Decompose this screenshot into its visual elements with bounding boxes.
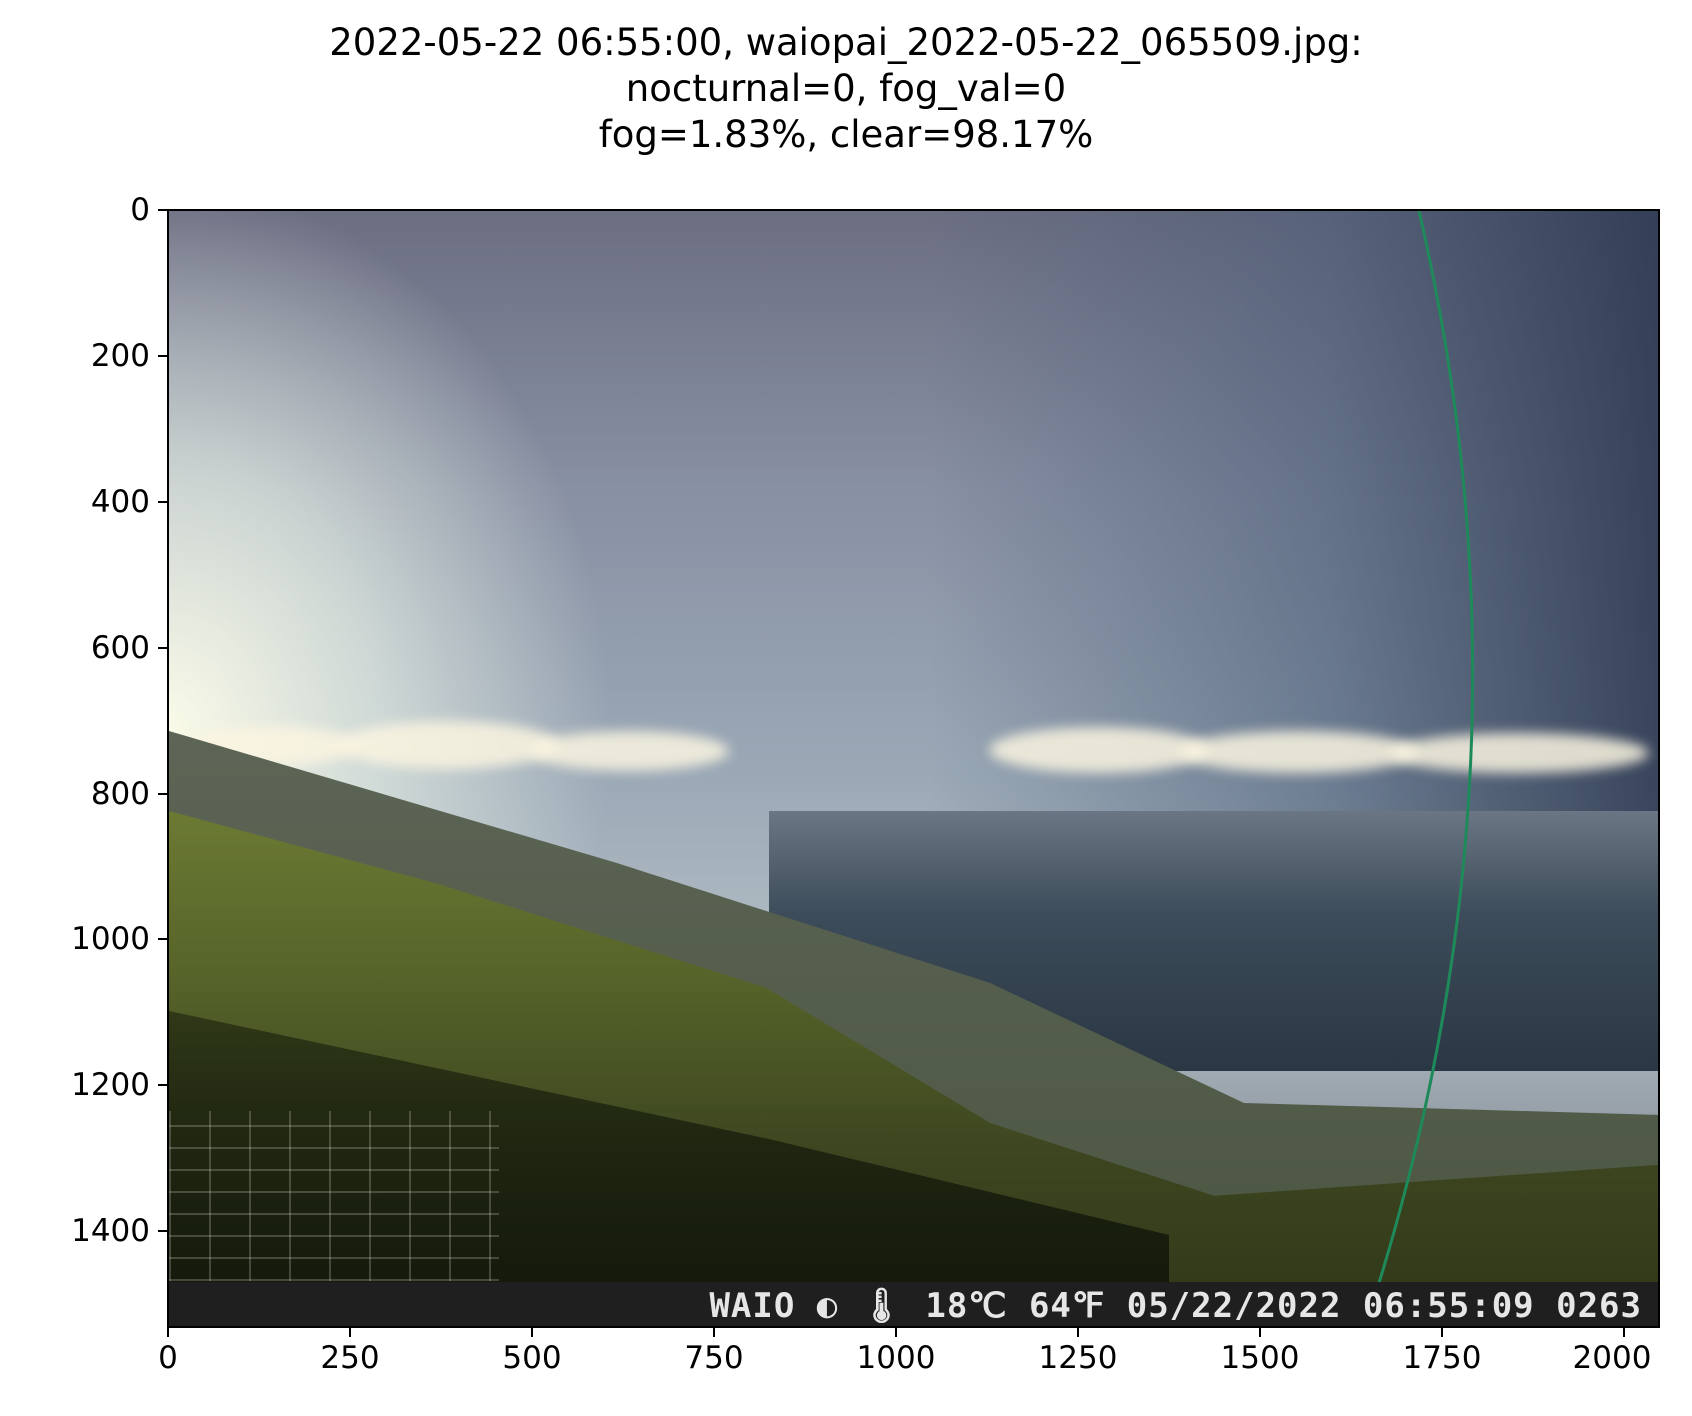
x-tick-label: 250 (320, 1340, 380, 1376)
x-tick-label: 1250 (1038, 1340, 1118, 1376)
image-axes: WAIO ◐ 🌡 18℃ 64℉ 05/22/2022 06:55:09 026… (167, 209, 1660, 1328)
y-tick-label: 1200 (71, 1067, 150, 1103)
y-tick-label: 1400 (71, 1213, 150, 1249)
y-tick-label: 0 (130, 192, 150, 228)
antenna-wire (1363, 211, 1475, 1326)
x-tick-label: 1750 (1402, 1340, 1482, 1376)
title-line-1: 2022-05-22 06:55:00, waiopai_2022-05-22_… (329, 21, 1363, 64)
x-tick-label: 1500 (1220, 1340, 1300, 1376)
fence (169, 1111, 499, 1281)
x-tick-label: 0 (158, 1340, 178, 1376)
y-tick-label: 200 (90, 338, 150, 374)
x-tick-label: 2000 (1572, 1340, 1652, 1376)
y-tick-label: 600 (90, 630, 150, 666)
figure-title: 2022-05-22 06:55:00, waiopai_2022-05-22_… (0, 20, 1692, 158)
x-tick-label: 500 (502, 1340, 562, 1376)
y-tick-label: 800 (90, 776, 150, 812)
title-line-2: nocturnal=0, fog_val=0 (625, 67, 1067, 110)
y-tick-label: 400 (90, 484, 150, 520)
title-line-3: fog=1.83%, clear=98.17% (598, 113, 1094, 156)
x-tick-label: 750 (684, 1340, 744, 1376)
camera-info-text: WAIO ◐ 🌡 18℃ 64℉ 05/22/2022 06:55:09 026… (709, 1286, 1642, 1326)
camera-info-bar: WAIO ◐ 🌡 18℃ 64℉ 05/22/2022 06:55:09 026… (169, 1282, 1658, 1326)
sky-dark-region (929, 211, 1658, 831)
webcam-photo: WAIO ◐ 🌡 18℃ 64℉ 05/22/2022 06:55:09 026… (169, 211, 1658, 1326)
x-tick-label: 1000 (856, 1340, 936, 1376)
cloud-bank (169, 721, 1658, 781)
y-tick-label: 1000 (71, 921, 150, 957)
